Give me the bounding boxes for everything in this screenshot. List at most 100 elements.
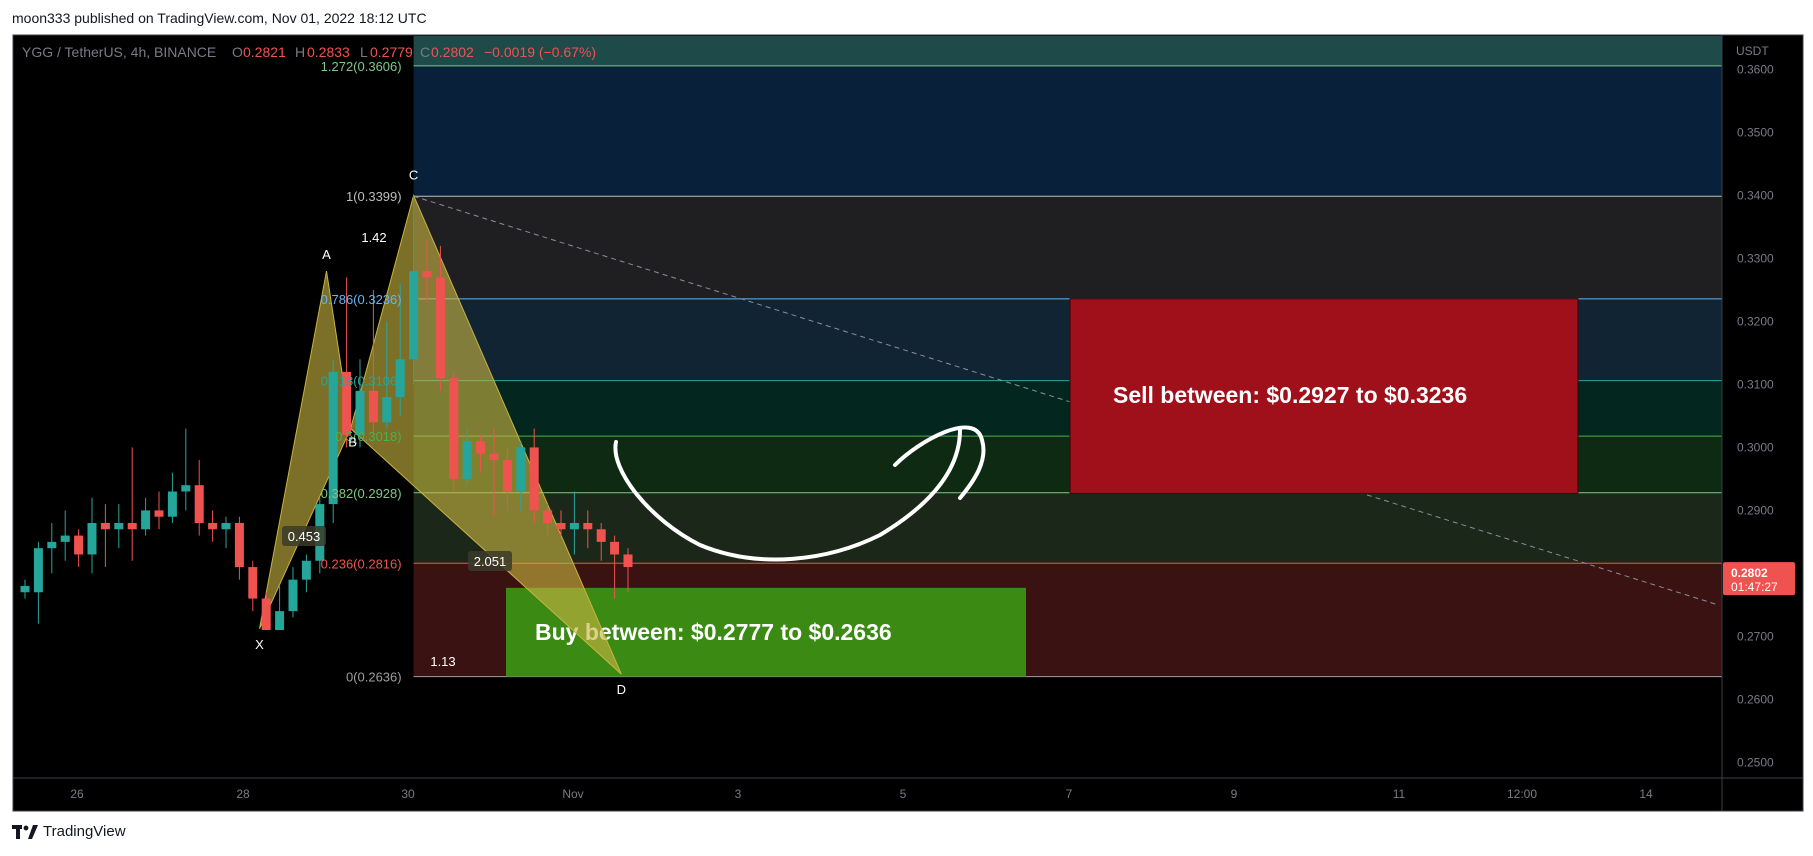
- last-price-countdown: 01:47:27: [1731, 580, 1778, 594]
- candle-body[interactable]: [194, 485, 204, 523]
- candle-body[interactable]: [449, 378, 459, 479]
- price-axis-tick: 0.3300: [1737, 252, 1774, 266]
- candle-body[interactable]: [20, 585, 30, 593]
- candle-body[interactable]: [422, 271, 432, 278]
- candle-body[interactable]: [476, 441, 486, 454]
- candle-body[interactable]: [33, 548, 43, 593]
- candle-body[interactable]: [623, 554, 633, 568]
- last-price-value: 0.2802: [1731, 566, 1768, 580]
- harmonic-ratio-label: 0.453: [288, 529, 321, 544]
- fib-level-label: 0.786(0.3236): [321, 292, 402, 307]
- price-axis-tick: 0.2600: [1737, 692, 1774, 706]
- candle-body[interactable]: [261, 598, 271, 631]
- candle-body[interactable]: [569, 522, 579, 530]
- candle-body[interactable]: [127, 522, 137, 530]
- candle-body[interactable]: [167, 491, 177, 517]
- candle-body[interactable]: [556, 522, 566, 530]
- fib-level-label: 0.618(0.3106): [321, 374, 402, 389]
- harmonic-point-label: C: [409, 168, 418, 183]
- candle-body[interactable]: [275, 611, 285, 631]
- ratio-badge: [468, 551, 512, 571]
- candle-body[interactable]: [328, 371, 338, 505]
- last-price-tag: [1723, 562, 1795, 596]
- legend-high-label: H: [295, 44, 305, 60]
- candle-body[interactable]: [100, 522, 110, 530]
- candle-body[interactable]: [489, 453, 499, 461]
- price-axis-tick: 0.2500: [1737, 755, 1774, 769]
- fib-level-label: 1.272(0.3606): [321, 59, 402, 74]
- dashed-trendline: [413, 195, 1719, 606]
- candle-body[interactable]: [462, 441, 472, 479]
- candle-body[interactable]: [208, 522, 218, 530]
- time-axis-tick: 30: [401, 787, 415, 801]
- harmonic-ratio-label: 2.051: [474, 554, 507, 569]
- chart-labels: 1.272(0.3606) 1(0.3399) 0.786(0.3236) 0.618…: [255, 59, 626, 697]
- candle-body[interactable]: [60, 535, 70, 542]
- legend-low-label: L: [360, 44, 368, 60]
- candle-body[interactable]: [87, 522, 97, 555]
- time-axis-tick: 14: [1639, 787, 1653, 801]
- candle-body[interactable]: [368, 390, 378, 423]
- ohlc-legend: YGG / TetherUS, 4h, BINANCE O 0.2821 H 0…: [22, 44, 596, 60]
- fib-level-label: 0.382(0.2928): [321, 486, 402, 501]
- legend-symbol: YGG / TetherUS, 4h, BINANCE: [22, 44, 216, 60]
- ratio-badge: [282, 526, 326, 546]
- legend-high: 0.2833: [307, 44, 350, 60]
- candle-body[interactable]: [154, 510, 164, 517]
- candle-body[interactable]: [529, 447, 539, 511]
- candle-body[interactable]: [181, 485, 191, 492]
- candle-body[interactable]: [248, 567, 258, 599]
- candle-body[interactable]: [395, 359, 405, 398]
- harmonic-ratio-label: 1.13: [430, 654, 455, 669]
- candle-body[interactable]: [543, 510, 553, 523]
- curved-arrow-path: [613, 425, 986, 562]
- candle-body[interactable]: [141, 510, 151, 530]
- footer-brand[interactable]: TradingView: [12, 823, 126, 840]
- harmonic-point-label: B: [348, 435, 357, 450]
- harmonic-point-label: X: [255, 637, 264, 652]
- publisher-line: moon333 published on TradingView.com, No…: [12, 10, 427, 26]
- candle-body[interactable]: [114, 522, 124, 530]
- price-axis-tick: 0.2900: [1737, 503, 1774, 517]
- harmonic-point-label: D: [617, 682, 626, 697]
- candle-body[interactable]: [221, 522, 231, 530]
- footer-brand-label: TradingView: [43, 823, 126, 840]
- legend-close-label: C: [420, 44, 430, 60]
- candle-body[interactable]: [301, 560, 311, 580]
- time-axis-tick: 11: [1393, 787, 1406, 801]
- price-axis-unit: USDT: [1736, 44, 1769, 58]
- price-axis-tick: 0.3100: [1737, 377, 1774, 391]
- harmonic-ratio-label: 1.42: [361, 230, 386, 245]
- candle-body[interactable]: [435, 277, 445, 379]
- candle-body[interactable]: [74, 535, 84, 555]
- candle-body[interactable]: [502, 460, 512, 492]
- time-axis-tick: 7: [1066, 787, 1073, 801]
- fib-band: [413, 492, 1723, 564]
- candle-body[interactable]: [355, 390, 365, 435]
- price-axis-tick: 0.2700: [1737, 629, 1774, 643]
- sell-zone-box[interactable]: [1069, 298, 1579, 494]
- candle-body[interactable]: [47, 541, 57, 549]
- fib-band: [413, 65, 1723, 197]
- candle-body[interactable]: [409, 271, 419, 360]
- legend-open: 0.2821: [243, 44, 286, 60]
- candle-body[interactable]: [596, 529, 606, 542]
- candle-body[interactable]: [583, 522, 593, 530]
- fib-level-label: 0.236(0.2816): [321, 556, 402, 571]
- candle-body[interactable]: [516, 447, 526, 492]
- fib-level-label: 0.5(0.3018): [335, 429, 402, 444]
- time-axis-tick: Nov: [562, 787, 583, 801]
- candle-body[interactable]: [610, 541, 620, 555]
- candle-body[interactable]: [342, 371, 352, 435]
- legend-low: 0.2779: [370, 44, 413, 60]
- legend-close: 0.2802: [431, 44, 474, 60]
- time-axis-tick: 5: [900, 787, 907, 801]
- curved-arrow: [613, 425, 986, 562]
- price-axis-tick: 0.3200: [1737, 314, 1774, 328]
- candle-body[interactable]: [234, 522, 244, 568]
- candle-body[interactable]: [288, 579, 298, 612]
- price-axis-tick: 0.3600: [1737, 63, 1774, 77]
- fib-level-label: 1(0.3399): [346, 189, 402, 204]
- candle-body[interactable]: [382, 397, 392, 423]
